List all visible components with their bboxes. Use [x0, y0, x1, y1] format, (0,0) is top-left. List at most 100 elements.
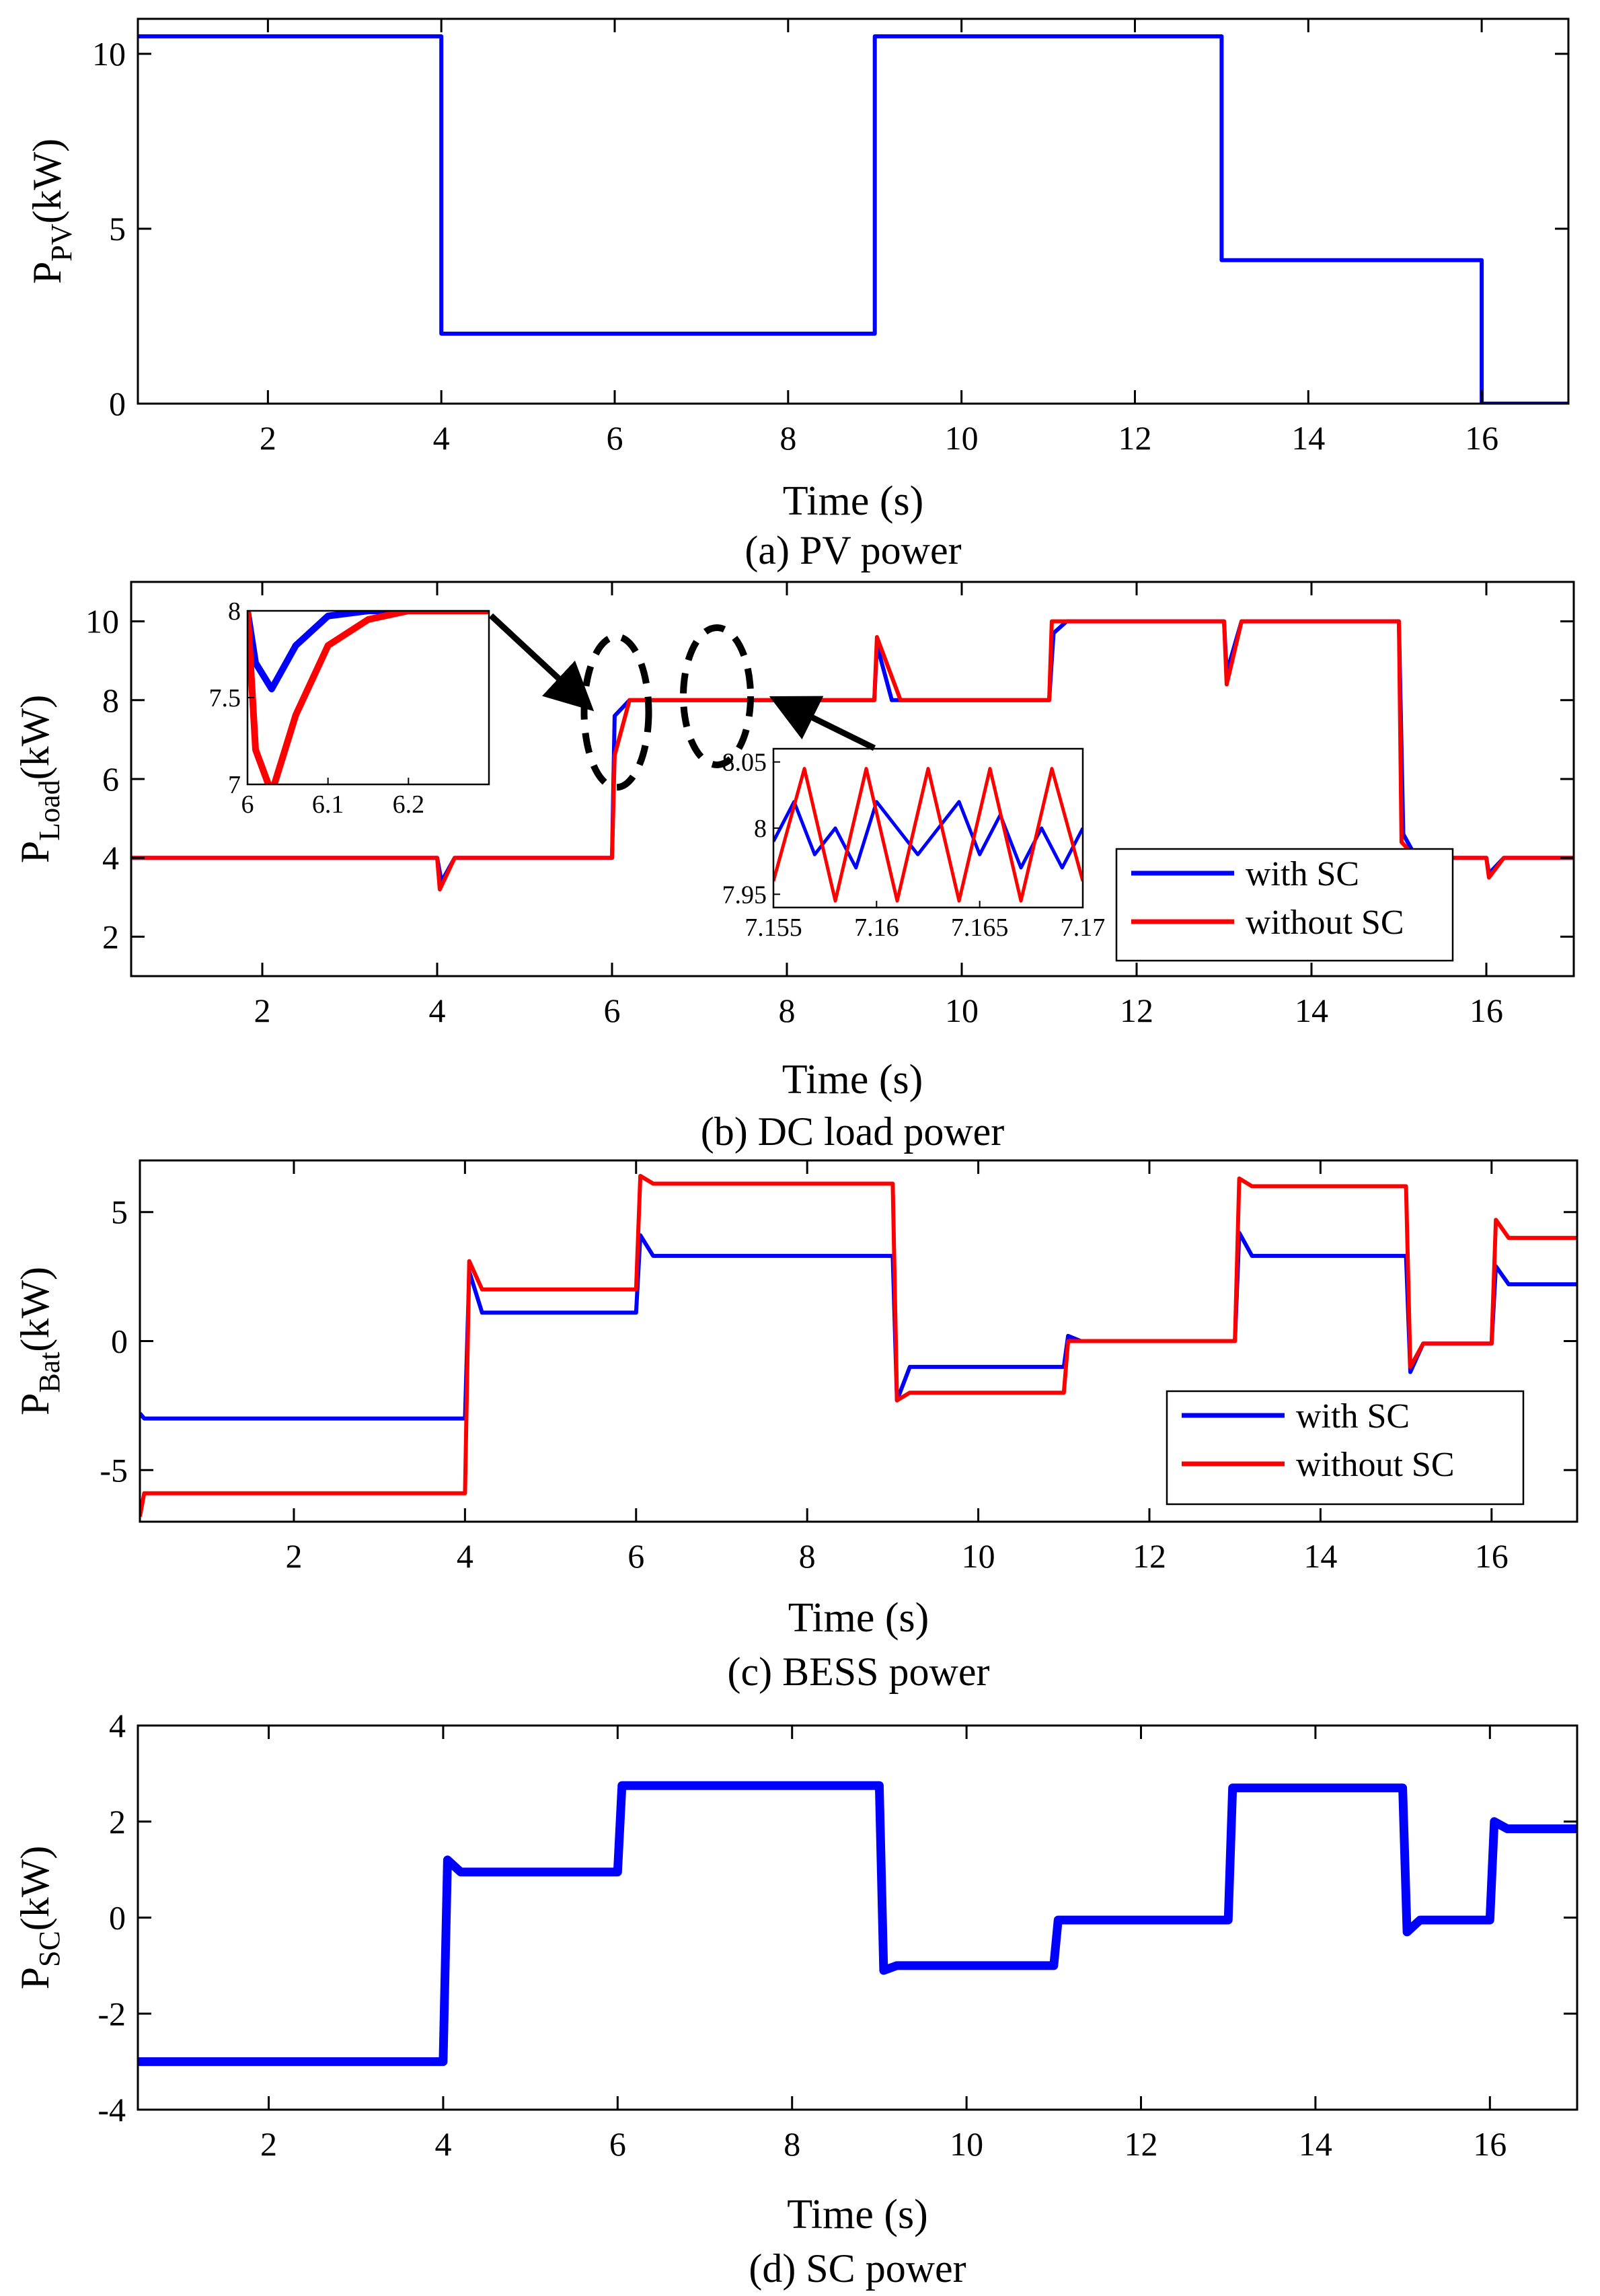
y-axis-label-unit: (kW) — [13, 1267, 57, 1352]
zoom-ellipse-2 — [680, 624, 754, 768]
y-axis-label: PLoad(kW) — [13, 695, 66, 863]
x-axis-label: Time (s) — [783, 478, 924, 524]
x-tick-label: 16 — [1465, 419, 1498, 457]
chart-panel-a: 2 4 6 8 10 12 14 16 0 5 10 Time (s)(a) PV power PPV(… — [25, 17, 1570, 572]
x-tick-label: 16 — [1473, 2125, 1507, 2163]
y-axis-label: PBat(kW) — [13, 1267, 66, 1415]
y-axis-label-sub: PV — [45, 223, 78, 261]
x-tick-label: 8 — [779, 992, 796, 1029]
x-tick-label: 6 — [609, 2125, 626, 2163]
x-tick-label: 12 — [1125, 2125, 1158, 2163]
plot-area — [138, 34, 1568, 404]
x-tick-label: 14 — [1291, 419, 1325, 457]
chart-panel-b: 2 4 6 8 10 12 14 16 2 4 6 8 10 Time (s) (b) DC load po… — [13, 581, 1575, 1154]
y-tick-label: 0 — [111, 1323, 128, 1360]
x-tick-label: 4 — [457, 1537, 473, 1575]
zoom-arrow-2 — [769, 696, 876, 751]
x-tick-label: 4 — [433, 419, 450, 457]
x-axis-label: Time (s) — [788, 1595, 929, 1641]
y-tick-label: 10 — [92, 35, 126, 73]
inset-x-tick-label: 6.2 — [393, 790, 425, 819]
x-tick-label: 16 — [1470, 992, 1503, 1029]
y-tick-label: -2 — [98, 1995, 126, 2032]
chart-panel-c: 2 4 6 8 10 12 14 16 -5 0 5 Time (s) (c) BESS power PB… — [13, 1159, 1578, 1694]
y-axis-label-unit: (kW) — [13, 695, 57, 780]
inset-x-tick-label: 7.155 — [745, 914, 802, 942]
x-tick-label: 10 — [945, 419, 979, 457]
legend-label: with SC — [1246, 855, 1359, 893]
legend-box — [1115, 848, 1454, 962]
x-tick-label: 8 — [799, 1537, 816, 1575]
x-tick-label: 14 — [1295, 992, 1328, 1029]
inset-x-tick-label: 7.16 — [854, 914, 899, 942]
x-tick-label: 12 — [1133, 1537, 1166, 1575]
x-tick-label: 10 — [962, 1537, 995, 1575]
x-tick-label: 2 — [285, 1537, 302, 1575]
x-tick-label: 16 — [1475, 1537, 1509, 1575]
inset-series-line — [247, 611, 489, 784]
chart-panel-d: 2 4 6 8 10 12 14 16 -4 -2 0 2 4 Time (s) (d) SC power P… — [13, 1707, 1578, 2291]
y-axis-label-sub: SC — [33, 1931, 66, 1967]
y-tick-label: 2 — [109, 1803, 126, 1841]
inset-x-tick-label: 6 — [241, 790, 254, 819]
x-tick-label: 6 — [604, 992, 621, 1029]
zoom-arrow-1 — [488, 613, 595, 712]
x-tick-label: 8 — [784, 2125, 800, 2163]
inset-x-tick-label: 7.17 — [1061, 914, 1106, 942]
plot-area — [138, 1781, 1577, 2067]
y-axis-label-main: P — [13, 1967, 57, 1989]
y-tick-label: 0 — [109, 385, 126, 422]
x-tick-label: 6 — [607, 419, 623, 457]
inset-series-line — [773, 767, 1083, 903]
x-tick-label: 2 — [254, 992, 271, 1029]
panel-caption: (b) DC load power — [701, 1109, 1005, 1154]
y-axis-label-unit: (kW) — [13, 1846, 57, 1931]
y-axis-label: PSC(kW) — [13, 1846, 66, 1990]
series-line-0 — [138, 1781, 1577, 2067]
series-line-without-sc — [140, 1174, 1577, 1517]
inset-plot-1: 6 6.1 6.2 7 7.5 8 — [209, 597, 490, 819]
y-tick-label: 10 — [85, 603, 119, 640]
x-tick-label: 2 — [260, 419, 276, 457]
x-tick-label: 10 — [950, 2125, 983, 2163]
inset-x-tick-label: 6.1 — [312, 790, 344, 819]
y-tick-label: 4 — [102, 839, 119, 877]
x-tick-label: 12 — [1118, 419, 1151, 457]
inset-y-tick-label: 7.95 — [722, 881, 767, 909]
y-tick-label: 6 — [102, 760, 119, 798]
inset-series-line — [247, 611, 489, 693]
legend-label: with SC — [1296, 1397, 1410, 1436]
y-tick-label: 0 — [109, 1899, 126, 1937]
axes-box — [137, 17, 1570, 405]
x-tick-label: 14 — [1299, 2125, 1332, 2163]
zoom-ellipse-1 — [580, 633, 652, 791]
y-axis-label-sub: Load — [33, 780, 66, 840]
inset-y-tick-label: 7.5 — [209, 684, 241, 712]
inset-series-line — [773, 800, 1083, 870]
y-tick-label: 8 — [102, 681, 119, 719]
series-line-0 — [138, 34, 1568, 404]
zoom-annotations — [488, 613, 876, 791]
y-tick-label: 2 — [102, 918, 119, 955]
panel-caption: (a) PV power — [745, 528, 961, 572]
x-tick-label: 14 — [1303, 1537, 1337, 1575]
inset-y-tick-label: 8 — [754, 815, 767, 843]
x-tick-label: 8 — [779, 419, 796, 457]
y-tick-label: 5 — [111, 1193, 128, 1231]
legend-label: without SC — [1246, 903, 1404, 942]
x-axis-label: Time (s) — [782, 1057, 923, 1103]
x-tick-label: 4 — [434, 2125, 451, 2163]
y-tick-label: 4 — [109, 1707, 126, 1744]
y-axis-label: PPV(kW) — [25, 139, 78, 284]
legend-box — [1166, 1390, 1525, 1506]
x-tick-label: 12 — [1120, 992, 1153, 1029]
panel-caption: (d) SC power — [749, 2246, 966, 2291]
x-tick-label: 6 — [627, 1537, 644, 1575]
x-tick-label: 10 — [945, 992, 979, 1029]
y-axis-label-main: P — [13, 1393, 57, 1415]
y-axis-label-unit: (kW) — [25, 139, 69, 224]
y-axis-label-main: P — [13, 841, 57, 863]
y-axis-label-main: P — [25, 262, 69, 284]
